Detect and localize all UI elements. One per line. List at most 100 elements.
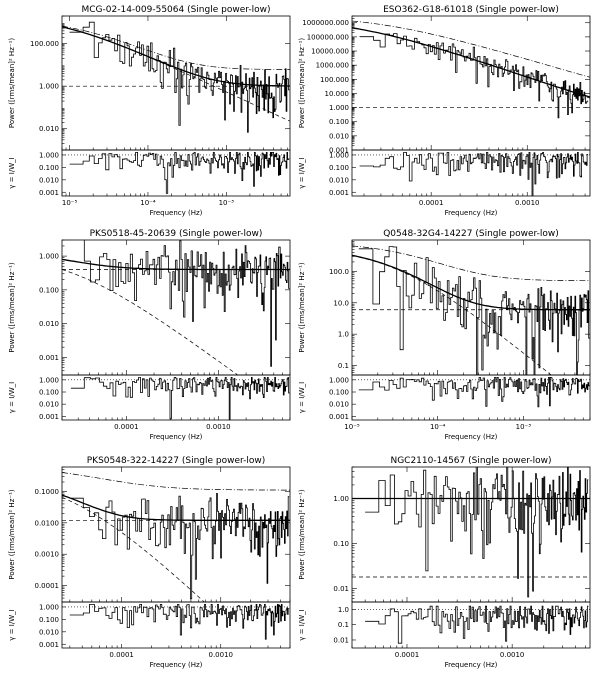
panel-0-upper-envelope: [62, 25, 290, 70]
panel-2-powerlaw-component: [62, 269, 239, 375]
panel-5-gamma-series: [365, 605, 589, 644]
panel-1-gamma-series: [359, 152, 589, 196]
panel-0-gamma-frame: [61, 149, 291, 197]
panel-3-ytick-label-0: 0.1: [338, 362, 349, 370]
panel-5-title: NGC2110-14567 (Single power-low): [390, 456, 551, 466]
panel-4-ytick-label-2: 0.0100: [35, 519, 60, 527]
panel-4-powerlaw-component: [62, 496, 205, 602]
panel-5-xtick-label-1: 0.0010: [500, 651, 525, 659]
panel-2-ylabel: Power ([rms/mean]² Hz⁻¹): [8, 262, 16, 352]
panel-3-upper-envelope: [352, 245, 590, 282]
panel-0-gamma-series: [69, 152, 290, 194]
panel-2-gamma-series: [70, 377, 290, 420]
panel-5-gamma-label: γ = I/W_I: [298, 609, 306, 640]
panel-4-upper-envelope: [62, 472, 290, 491]
panel-0-title: MCG-02-14-009-55064 (Single power-low): [82, 5, 271, 15]
panel-2-periodogram: [83, 240, 290, 367]
panel-2-title: PKS0518-45-20639 (Single power-low): [90, 229, 263, 239]
panel-3-gtick-label-0: 0.001: [329, 413, 349, 421]
panel-2-gamma-frame: [61, 374, 291, 421]
panel-1-ytick-label-8: 100000.000: [307, 33, 349, 41]
panel-1-title: ESO362-G18-61018 (Single power-low): [383, 5, 559, 15]
panel-3-gtick-label-3: 1.000: [329, 376, 349, 384]
panel-2-ytick-label-1: 0.010: [39, 320, 59, 328]
panel-1-upper-envelope: [352, 20, 590, 78]
panel-4-gamma-label: γ = I/W_I: [8, 609, 16, 640]
panel-1-ylabel: Power ([rms/mean]² Hz⁻¹): [298, 38, 306, 128]
panel-0-xtick-label-1: 10⁻⁴: [140, 199, 156, 207]
panel-3-gamma-series: [358, 377, 590, 408]
panel-1-ytick-label-0: 0.001: [329, 147, 349, 155]
panel-1-gamma-frame: [351, 149, 591, 197]
panel-1-xtick-label-0: 0.0001: [419, 199, 444, 207]
panel-0-ytick-label-1: 1.000: [39, 83, 59, 91]
panel-1-ytick-label-4: 10.000: [325, 90, 350, 98]
panel-4-gamma-frame: [61, 601, 291, 649]
panel-4-ytick-label-0: 0.0001: [35, 582, 60, 590]
panel-5-gamma-frame: [351, 601, 591, 649]
panel-5-ytick-label-1: 0.10: [333, 540, 349, 548]
panel-3-gtick-label-2: 0.100: [329, 389, 349, 397]
panel-1-ytick-label-2: 0.100: [329, 118, 349, 126]
panel-1-ytick-label-5: 100.000: [320, 76, 349, 84]
panel-2-ytick-label-3: 1.000: [39, 253, 59, 261]
panel-0-powerlaw-component: [62, 26, 290, 122]
panel-5-gtick-label-0: 0.01: [333, 636, 349, 644]
panel-0-xtick-label-0: 10⁻⁵: [62, 199, 78, 207]
panel-0-gtick-label-1: 0.010: [39, 176, 59, 184]
panel-1-periodogram: [359, 33, 589, 119]
panel-1-ytick-label-6: 1000.000: [316, 62, 349, 70]
panel-2-xlabel: Frequency (Hz): [150, 433, 203, 441]
panel-0-ylabel: Power ([rms/mean]² Hz⁻¹): [8, 38, 16, 128]
panel-5-gtick-label-2: 1.0: [338, 606, 349, 614]
panel-1-xtick-label-1: 0.0010: [515, 199, 540, 207]
panel-3-xlabel: Frequency (Hz): [445, 433, 498, 441]
panel-1-xlabel: Frequency (Hz): [445, 209, 498, 217]
panel-0-ytick-label-2: 100.000: [30, 40, 59, 48]
panel-3-ytick-label-1: 1.0: [338, 331, 349, 339]
panel-3-gamma-label: γ = I/W_I: [298, 382, 306, 413]
panel-4-ytick-label-1: 0.0010: [35, 551, 60, 559]
panel-4-gtick-label-2: 0.100: [39, 616, 59, 624]
panel-3-xtick-label-1: 10⁻⁴: [430, 423, 446, 431]
panel-3-ytick-label-3: 100.0: [329, 268, 349, 276]
panel-5-ytick-label-2: 1.00: [333, 495, 349, 503]
panel-2-gtick-label-3: 1.000: [39, 376, 59, 384]
panel-1-ytick-label-3: 1.000: [329, 104, 349, 112]
panel-4-xtick-label-0: 0.0001: [109, 651, 134, 659]
panel-4-xtick-label-1: 0.0010: [208, 651, 233, 659]
panel-3-title: Q0548-32G4-14227 (Single power-low): [383, 229, 559, 239]
panel-5-xlabel: Frequency (Hz): [445, 661, 498, 669]
panel-4-ytick-label-3: 0.1000: [35, 488, 60, 496]
panel-1-ytick-label-9: 1000000.000: [302, 19, 349, 27]
panel-1-powerlaw-component: [352, 27, 590, 99]
panel-0-gtick-label-3: 1.000: [39, 151, 59, 159]
panel-2-gtick-label-2: 0.100: [39, 389, 59, 397]
panel-5-xtick-label-0: 0.0001: [395, 651, 420, 659]
panel-5-ylabel: Power ([rms/mean]² Hz⁻¹): [298, 489, 306, 579]
panel-1-ytick-label-7: 10000.000: [311, 48, 349, 56]
panel-5-ytick-label-0: 0.01: [333, 585, 349, 593]
panel-3-powerlaw-component: [352, 255, 552, 375]
panel-4-xlabel: Frequency (Hz): [150, 661, 203, 669]
panel-1-gtick-label-0: 0.001: [329, 189, 349, 197]
panel-0-xtick-label-2: 10⁻³: [219, 199, 235, 207]
panel-0-ytick-label-0: 0.010: [39, 125, 59, 133]
panel-5-periodogram: [365, 467, 589, 598]
panel-2-xtick-label-0: 0.0001: [114, 423, 139, 431]
panel-2-ytick-label-2: 0.100: [39, 286, 59, 294]
panel-0-gtick-label-0: 0.001: [39, 189, 59, 197]
panel-1-gtick-label-2: 0.100: [329, 164, 349, 172]
panel-1-ytick-label-1: 0.010: [329, 132, 349, 140]
panel-0-periodogram: [69, 21, 290, 133]
panel-1-gamma-label: γ = I/W_I: [298, 157, 306, 188]
panel-1-main-frame: [351, 15, 591, 151]
panel-3-ylabel: Power ([rms/mean]² Hz⁻¹): [298, 262, 306, 352]
panel-4-gtick-label-0: 0.001: [39, 641, 59, 649]
panel-5-gtick-label-1: 0.1: [338, 621, 349, 629]
panel-3-gamma-frame: [351, 374, 591, 421]
panel-2-ytick-label-0: 0.001: [39, 354, 59, 362]
panel-3-gtick-label-1: 0.010: [329, 401, 349, 409]
